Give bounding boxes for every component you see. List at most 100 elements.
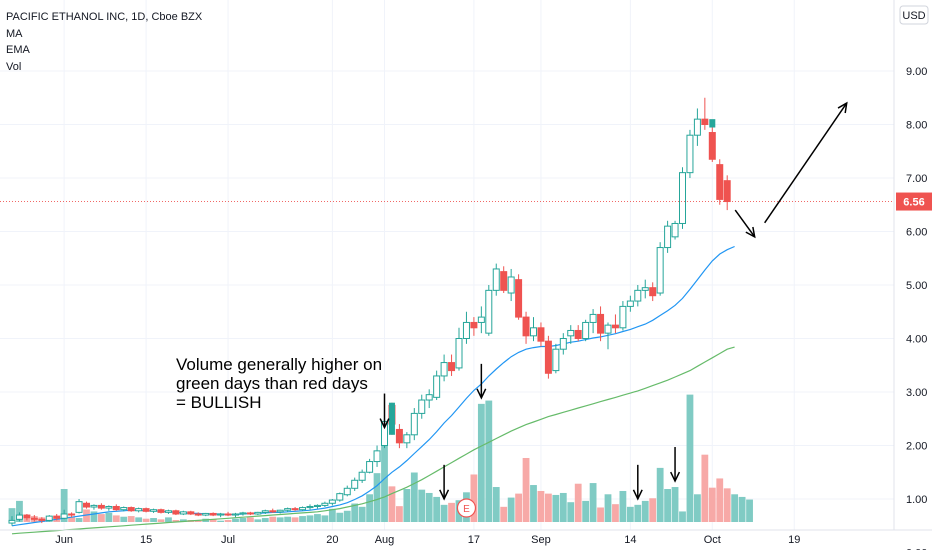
indicator-ma-label[interactable]: MA xyxy=(6,27,23,40)
candle[interactable] xyxy=(202,512,210,517)
candle[interactable] xyxy=(723,175,731,211)
candle[interactable] xyxy=(626,295,634,312)
candle[interactable] xyxy=(135,507,143,513)
candle[interactable] xyxy=(8,516,16,526)
candle[interactable] xyxy=(597,306,605,342)
candle[interactable] xyxy=(75,499,83,514)
candlesticks[interactable] xyxy=(8,97,731,526)
candle[interactable] xyxy=(582,319,590,342)
candle[interactable] xyxy=(530,317,537,342)
candle[interactable] xyxy=(544,335,552,379)
time-axis[interactable]: Jun 15 Jul 20 Aug 17 Sep 14 Oct 19 xyxy=(0,529,932,546)
candle[interactable] xyxy=(120,506,128,512)
candle[interactable] xyxy=(500,266,508,294)
candle[interactable] xyxy=(462,311,470,344)
indicator-ema-label[interactable]: EMA xyxy=(6,44,30,56)
candle[interactable] xyxy=(105,505,113,511)
candle[interactable] xyxy=(425,389,433,409)
price-axis[interactable]: 9.00 8.00 7.00 6.00 5.00 4.00 3.00 2.00 1.00 0.00… xyxy=(893,0,932,550)
candle[interactable] xyxy=(507,268,515,302)
currency-label[interactable]: USD xyxy=(902,10,925,22)
candle[interactable] xyxy=(194,512,202,517)
candle[interactable] xyxy=(701,97,709,130)
candle[interactable] xyxy=(470,317,478,336)
candle[interactable] xyxy=(604,322,612,350)
candle[interactable] xyxy=(127,506,135,512)
candle[interactable] xyxy=(328,499,336,506)
candle[interactable] xyxy=(649,282,657,302)
candle[interactable] xyxy=(664,220,672,253)
candle[interactable] xyxy=(537,322,545,347)
candle[interactable] xyxy=(373,445,381,467)
candle[interactable] xyxy=(477,306,485,334)
candle[interactable] xyxy=(60,509,68,520)
candle[interactable] xyxy=(351,477,359,491)
candle[interactable] xyxy=(410,408,418,441)
candle[interactable] xyxy=(150,508,158,513)
candle[interactable] xyxy=(261,509,269,514)
candle[interactable] xyxy=(269,508,277,513)
candle[interactable] xyxy=(30,515,38,522)
indicator-vol-label[interactable]: Vol xyxy=(6,60,22,73)
candle[interactable] xyxy=(38,517,46,524)
candle[interactable] xyxy=(164,509,172,514)
candle[interactable] xyxy=(142,507,150,513)
candle[interactable] xyxy=(276,509,284,514)
candle[interactable] xyxy=(440,354,448,382)
candle[interactable] xyxy=(418,394,426,419)
candle[interactable] xyxy=(68,512,76,518)
candle[interactable] xyxy=(83,501,90,509)
candle[interactable] xyxy=(179,510,187,516)
candle[interactable] xyxy=(574,325,582,342)
candle[interactable] xyxy=(217,512,225,518)
candle[interactable] xyxy=(448,354,456,376)
candle[interactable] xyxy=(611,314,619,334)
candle[interactable] xyxy=(492,263,500,296)
candle[interactable] xyxy=(321,501,329,508)
candle[interactable] xyxy=(313,504,321,509)
candle[interactable] xyxy=(395,424,403,449)
candle[interactable] xyxy=(716,159,724,205)
candle[interactable] xyxy=(366,458,374,474)
candle[interactable] xyxy=(209,512,217,517)
candle[interactable] xyxy=(187,510,195,516)
candle[interactable] xyxy=(567,325,575,344)
candle[interactable] xyxy=(515,274,523,320)
candle[interactable] xyxy=(291,507,299,511)
candle[interactable] xyxy=(634,285,642,307)
candle[interactable] xyxy=(90,504,98,510)
candle[interactable] xyxy=(232,512,239,518)
candle[interactable] xyxy=(246,511,254,516)
candle[interactable] xyxy=(97,503,105,510)
candle[interactable] xyxy=(403,432,411,449)
candle[interactable] xyxy=(559,333,567,355)
candle[interactable] xyxy=(45,515,53,522)
candle[interactable] xyxy=(455,327,463,371)
candle[interactable] xyxy=(299,506,307,511)
candle[interactable] xyxy=(343,485,351,497)
candle[interactable] xyxy=(239,511,247,516)
candle[interactable] xyxy=(15,512,23,522)
candle[interactable] xyxy=(433,370,441,401)
candle[interactable] xyxy=(656,242,664,296)
candle[interactable] xyxy=(671,220,679,240)
candle[interactable] xyxy=(522,311,530,344)
candle[interactable] xyxy=(336,492,344,502)
candle[interactable] xyxy=(693,108,701,146)
candle[interactable] xyxy=(306,504,314,510)
candle[interactable] xyxy=(23,513,31,521)
candle[interactable] xyxy=(552,343,560,374)
currency-box[interactable] xyxy=(899,5,929,25)
candle[interactable] xyxy=(485,285,493,336)
candle[interactable] xyxy=(172,509,180,516)
candle[interactable] xyxy=(284,507,292,512)
candle[interactable] xyxy=(254,511,262,516)
candle[interactable] xyxy=(589,309,597,334)
candle[interactable] xyxy=(641,279,649,299)
candle[interactable] xyxy=(679,167,686,229)
candle[interactable] xyxy=(157,508,165,514)
candle[interactable] xyxy=(358,469,366,483)
candle[interactable] xyxy=(53,513,61,521)
candle[interactable] xyxy=(708,124,716,162)
